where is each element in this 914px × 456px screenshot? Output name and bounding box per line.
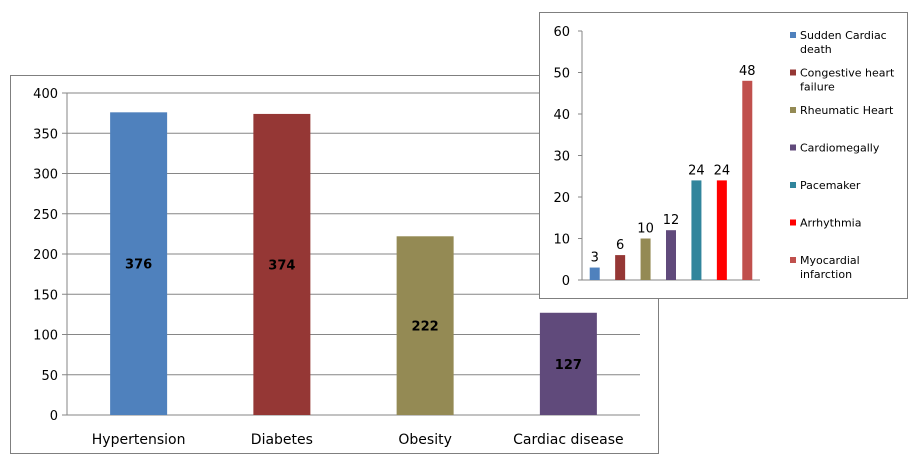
inset-y-tick-label: 60 [553,25,570,40]
inset-legend-swatch [790,69,796,76]
inset-y-tick-label: 40 [553,108,570,123]
main-y-tick-label: 50 [41,369,58,384]
inset-bar [640,238,651,280]
main-x-category-label: Obesity [398,432,451,448]
inset-y-tick-label: 20 [553,191,570,206]
inset-bar-value-label: 12 [663,213,680,228]
main-y-tick-label: 150 [33,288,58,303]
inset-legend-label: Pacemaker [800,179,861,192]
inset-y-tick-label: 30 [553,150,570,165]
main-bar-value-label: 222 [412,320,439,335]
main-bar-value-label: 376 [125,258,152,273]
inset-legend-swatch [790,182,796,188]
inset-legend-label: Rheumatic Heart [800,104,894,117]
inset-legend-label: Sudden Cardiac death [800,29,887,56]
inset-bar-value-label: 6 [616,238,624,253]
main-x-category-label: Hypertension [92,432,186,448]
inset-bar [666,230,676,280]
inset-legend-label: Arrhythmia [800,217,861,230]
inset-bar [691,180,702,280]
main-bar [110,112,168,415]
inset-chart-legend: Sudden Cardiac death Congestive heart failu… [790,29,895,281]
inset-bar [742,80,753,280]
main-y-tick-label: 0 [50,409,58,424]
main-y-tick-label: 400 [33,87,58,102]
inset-bar [716,180,727,280]
main-bar-value-label: 374 [268,258,295,273]
inset-legend-label: Cardiomegally [800,142,880,155]
inset-y-tick-label: 10 [553,233,570,248]
inset-bar-value-label: 48 [739,64,756,79]
inset-legend-swatch [790,144,796,151]
inset-legend-swatch [790,219,796,226]
inset-bar-value-label: 10 [637,222,654,237]
inset-chart-bars: 3 6 10 12 24 24 48 [589,64,756,280]
inset-bar [615,255,626,280]
inset-bar-value-label: 24 [688,163,705,178]
inset-bar-value-label: 3 [591,251,599,266]
main-bar [539,312,597,415]
inset-legend-swatch [790,32,796,38]
main-y-tick-label: 350 [33,127,58,142]
main-x-category-label: Cardiac disease [513,432,624,448]
main-y-tick-label: 300 [33,168,58,183]
main-bar [396,236,454,415]
inset-legend-label: Myocardial infarction [800,254,860,281]
inset-bar-value-label: 24 [714,163,731,178]
inset-legend-label: Congestive heart failure [800,67,895,94]
main-chart-bars: 376 374 222 127 [110,112,597,416]
inset-y-tick-label: 50 [553,67,570,82]
main-bar [253,113,311,416]
inset-chart-axes: 0 10 20 30 40 50 60 [553,25,760,289]
inset-bar [589,267,600,280]
main-y-tick-label: 100 [33,329,58,344]
main-bar-value-label: 127 [555,358,582,373]
main-y-tick-label: 200 [33,248,58,263]
main-y-tick-label: 250 [33,208,58,223]
inset-y-tick-label: 0 [562,274,570,289]
inset-legend-swatch [790,257,796,263]
main-x-category-label: Diabetes [251,432,313,448]
inset-legend-swatch [790,107,796,113]
